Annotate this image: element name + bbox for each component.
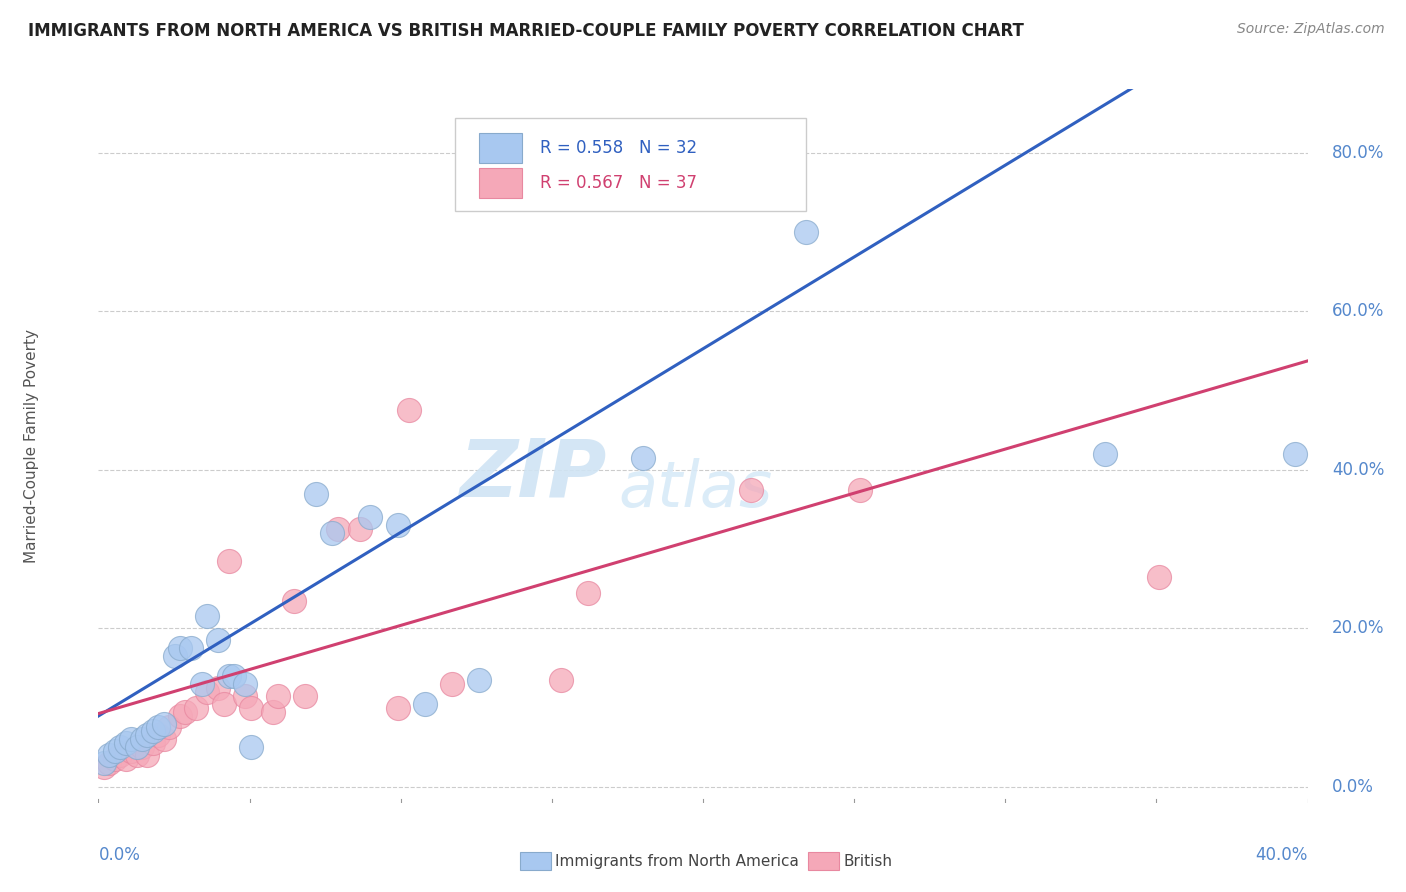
- Point: [108, 740, 131, 755]
- Text: 40.0%: 40.0%: [1331, 461, 1384, 479]
- Point: [172, 700, 194, 714]
- Point: [90, 756, 112, 771]
- Point: [118, 724, 141, 739]
- Text: 20.0%: 20.0%: [1331, 619, 1385, 638]
- Point: [100, 748, 122, 763]
- Point: [148, 609, 170, 624]
- Text: Immigrants from North America: Immigrants from North America: [555, 855, 799, 869]
- Point: [344, 673, 367, 687]
- Point: [111, 732, 134, 747]
- Point: [797, 689, 820, 703]
- Point: [184, 705, 207, 719]
- Point: [169, 677, 191, 691]
- Point: [187, 689, 209, 703]
- Point: [647, 447, 669, 461]
- Point: [93, 756, 115, 771]
- Point: [163, 669, 186, 683]
- Point: [135, 705, 157, 719]
- Point: [153, 681, 176, 695]
- Point: [139, 641, 162, 656]
- Point: [96, 752, 118, 766]
- Point: [114, 748, 136, 763]
- Point: [103, 752, 125, 766]
- Text: 0.0%: 0.0%: [98, 846, 141, 863]
- Point: [752, 447, 775, 461]
- Point: [450, 483, 472, 497]
- Text: atlas: atlas: [619, 458, 773, 520]
- Point: [121, 728, 143, 742]
- Point: [108, 748, 131, 763]
- Point: [202, 689, 225, 703]
- Point: [96, 744, 118, 758]
- Point: [284, 677, 307, 691]
- Point: [121, 721, 143, 735]
- Point: [153, 633, 176, 648]
- Point: [156, 697, 179, 711]
- Point: [142, 700, 165, 714]
- Bar: [479, 169, 522, 198]
- Text: 80.0%: 80.0%: [1331, 144, 1384, 161]
- Text: British: British: [844, 855, 893, 869]
- Point: [145, 677, 167, 691]
- Point: [208, 486, 231, 500]
- Point: [260, 403, 283, 417]
- Point: [127, 721, 149, 735]
- Point: [169, 689, 191, 703]
- Text: 60.0%: 60.0%: [1331, 302, 1384, 320]
- Point: [269, 697, 291, 711]
- Text: ZIP: ZIP: [458, 435, 606, 514]
- Point: [93, 748, 115, 763]
- Point: [195, 593, 218, 607]
- Point: [299, 673, 322, 687]
- Point: [129, 649, 152, 664]
- Text: R = 0.567   N = 37: R = 0.567 N = 37: [540, 175, 697, 193]
- Point: [172, 740, 194, 755]
- Text: IMMIGRANTS FROM NORTH AMERICA VS BRITISH MARRIED-COUPLE FAMILY POVERTY CORRELATI: IMMIGRANTS FROM NORTH AMERICA VS BRITISH…: [28, 22, 1024, 40]
- Point: [232, 522, 254, 536]
- Point: [132, 641, 155, 656]
- Point: [132, 708, 155, 723]
- Point: [111, 740, 134, 755]
- Text: Married-Couple Family Poverty: Married-Couple Family Poverty: [24, 329, 39, 563]
- Point: [481, 225, 503, 239]
- Point: [90, 760, 112, 774]
- Point: [148, 685, 170, 699]
- Point: [239, 510, 262, 524]
- Point: [114, 728, 136, 742]
- Text: 40.0%: 40.0%: [1256, 846, 1308, 863]
- Point: [510, 483, 533, 497]
- Point: [160, 554, 183, 568]
- Text: Source: ZipAtlas.com: Source: ZipAtlas.com: [1237, 22, 1385, 37]
- Text: R = 0.558   N = 32: R = 0.558 N = 32: [540, 139, 697, 157]
- FancyBboxPatch shape: [456, 118, 806, 211]
- Point: [124, 716, 146, 731]
- Bar: [479, 133, 522, 162]
- Point: [253, 518, 276, 533]
- Point: [105, 744, 128, 758]
- Point: [118, 736, 141, 750]
- Point: [124, 732, 146, 747]
- Point: [103, 736, 125, 750]
- Point: [105, 732, 128, 747]
- Point: [389, 450, 412, 465]
- Text: 0.0%: 0.0%: [1331, 778, 1374, 796]
- Point: [360, 585, 382, 599]
- Point: [160, 669, 183, 683]
- Point: [676, 570, 699, 584]
- Point: [221, 522, 243, 536]
- Point: [253, 700, 276, 714]
- Point: [217, 526, 239, 541]
- Point: [100, 740, 122, 755]
